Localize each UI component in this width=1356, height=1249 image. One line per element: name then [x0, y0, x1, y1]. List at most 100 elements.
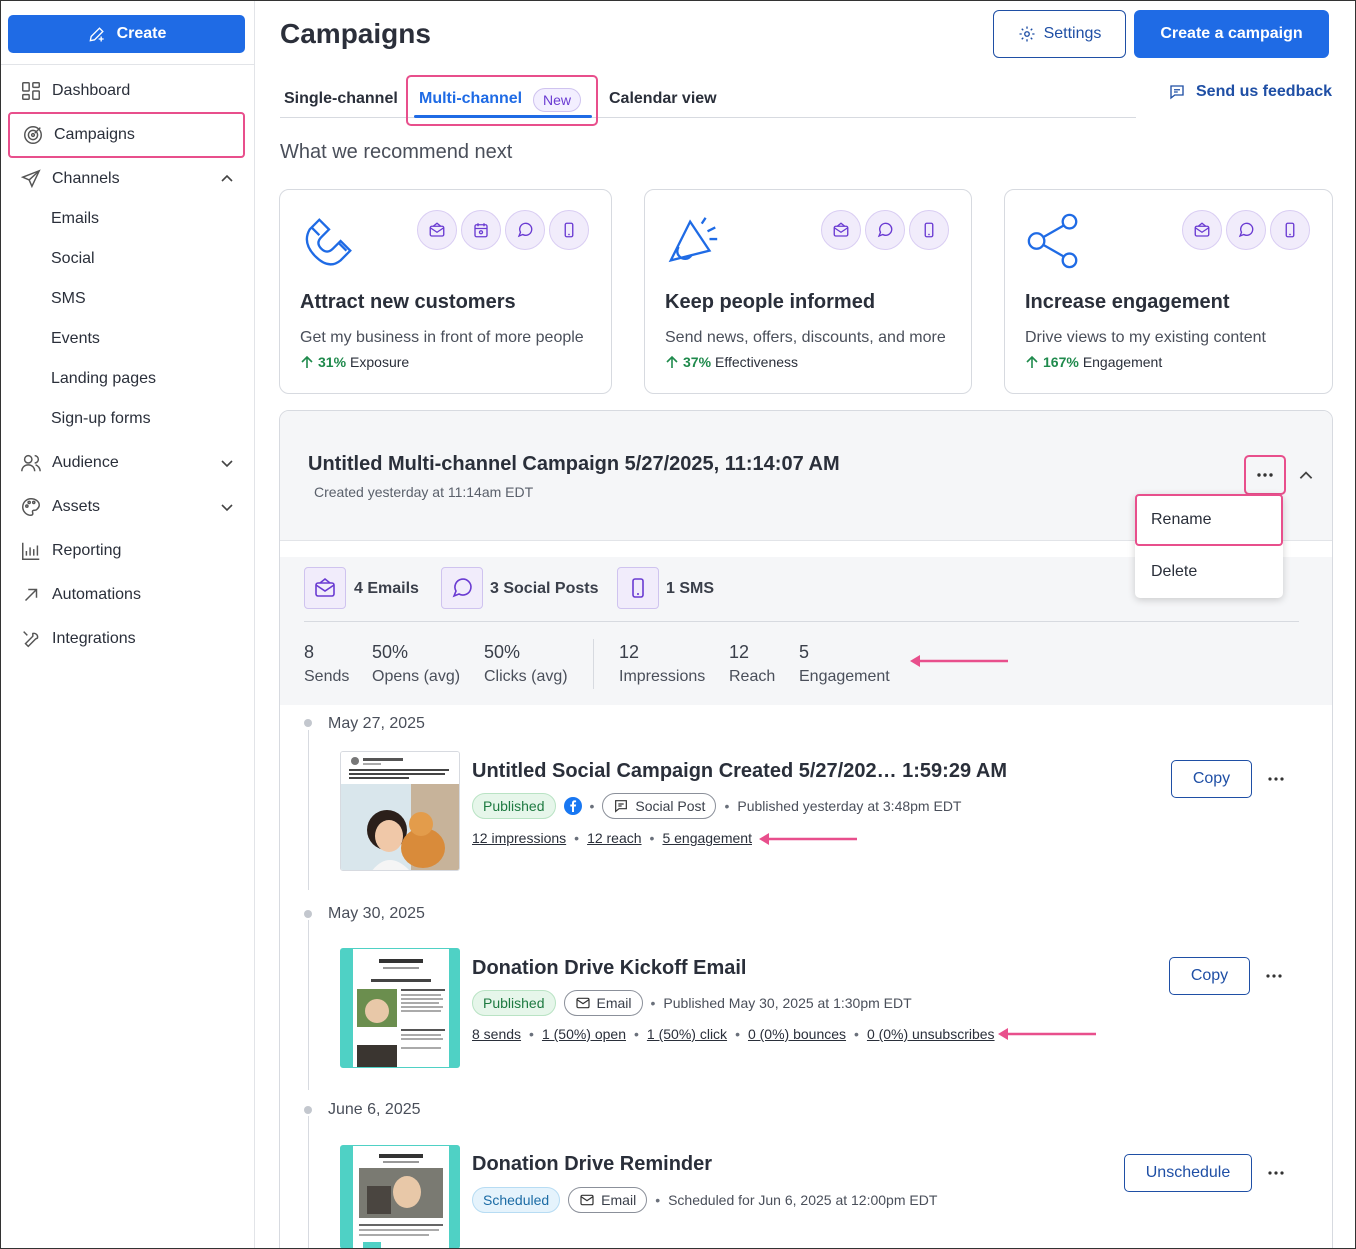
sidebar-subitem-sms[interactable]: SMS — [51, 290, 86, 307]
stat-link-bounces[interactable]: 0 (0%) bounces — [747, 1026, 847, 1042]
sidebar-item-automations[interactable]: Automations — [8, 575, 245, 615]
stat-link-sends[interactable]: 8 sends — [472, 1026, 522, 1042]
sidebar-item-assets[interactable]: Assets — [8, 487, 245, 527]
sidebar-item-reporting[interactable]: Reporting — [8, 531, 245, 571]
metric-label: Impressions — [619, 668, 706, 685]
social-post-thumbnail[interactable] — [340, 751, 460, 871]
sidebar-subitem-signup-forms[interactable]: Sign-up forms — [51, 410, 151, 427]
sidebar-item-audience[interactable]: Audience — [8, 443, 245, 483]
calendar-channel-icon — [461, 210, 501, 250]
envelope-icon — [580, 1194, 594, 1206]
wrench-icon — [20, 628, 42, 650]
tab-calendar-view[interactable]: Calendar view — [609, 90, 717, 107]
stat-value: 31% — [318, 354, 347, 370]
chevron-up-icon[interactable] — [1297, 467, 1315, 485]
sms-channel-icon — [617, 567, 659, 609]
sidebar-subitem-social[interactable]: Social — [51, 250, 95, 267]
campaign-more-button[interactable] — [1244, 455, 1286, 495]
create-campaign-button[interactable]: Create a campaign — [1134, 10, 1329, 58]
stat-value: 167% — [1043, 354, 1079, 370]
magnet-icon — [305, 218, 352, 266]
tab-single-channel[interactable]: Single-channel — [284, 90, 398, 107]
separator-dot: • — [854, 1026, 859, 1042]
sidebar-divider — [0, 64, 255, 65]
rename-menu-item[interactable]: Rename — [1135, 494, 1283, 546]
annotation-arrow — [910, 655, 1008, 667]
send-feedback-link[interactable]: Send us feedback — [1168, 83, 1332, 101]
social-channel-icon — [505, 210, 545, 250]
email-thumbnail[interactable] — [340, 948, 460, 1068]
settings-button[interactable]: Settings — [993, 10, 1126, 58]
rec-card-engagement[interactable]: Increase engagement Drive views to my ex… — [1004, 189, 1333, 394]
sms-channel-icon — [549, 210, 589, 250]
item-more-button[interactable] — [1264, 1161, 1288, 1185]
active-tab-indicator — [414, 115, 592, 118]
rec-card-stat: 31% Exposure — [300, 354, 409, 370]
tab-multi-channel[interactable]: Multi-channel — [419, 90, 523, 107]
item-more-button[interactable] — [1264, 767, 1288, 791]
stat-link-unsubscribes[interactable]: 0 (0%) unsubscribes — [866, 1026, 995, 1042]
bar-chart-icon — [20, 540, 42, 562]
item-meta: Scheduled Email • Scheduled for Jun 6, 2… — [472, 1187, 937, 1213]
sidebar-item-channels[interactable]: Channels — [8, 159, 245, 199]
separator-dot: • — [649, 830, 655, 846]
sidebar-item-label: Campaigns — [54, 126, 135, 143]
page-title: Campaigns — [280, 18, 431, 49]
metric-label: Engagement — [799, 668, 890, 685]
create-button[interactable]: Create — [8, 15, 245, 53]
metric-value: 5 — [799, 642, 810, 662]
separator-dot: • — [655, 1192, 661, 1208]
more-horizontal-icon — [1268, 777, 1284, 781]
sidebar-item-campaigns[interactable]: Campaigns — [8, 112, 245, 158]
metric-value: 8 — [304, 642, 315, 662]
stat-link-impressions[interactable]: 12 impressions — [472, 830, 567, 846]
rec-card-attract[interactable]: Attract new customers Get my business in… — [279, 189, 612, 394]
item-stats: 12 impressions • 12 reach • 5 engagement — [472, 830, 752, 846]
timeline-line — [308, 920, 309, 1090]
item-more-button[interactable] — [1262, 964, 1286, 988]
email-channel-icon — [304, 567, 346, 609]
chevron-down-icon — [221, 504, 233, 512]
metric-value: 50% — [372, 642, 409, 662]
item-title[interactable]: Donation Drive Reminder — [472, 1153, 713, 1175]
timeline-date: May 30, 2025 — [328, 905, 425, 922]
social-post-preview-image — [341, 752, 459, 870]
sidebar-item-integrations[interactable]: Integrations — [8, 619, 245, 659]
tabs-divider — [280, 117, 1136, 118]
item-title[interactable]: Donation Drive Kickoff Email — [472, 957, 747, 979]
sidebar-item-label: Automations — [52, 586, 141, 603]
send-icon — [20, 168, 42, 190]
sidebar-item-label: Audience — [52, 454, 119, 471]
copy-button[interactable]: Copy — [1171, 760, 1252, 798]
rec-card-inform[interactable]: Keep people informed Send news, offers, … — [644, 189, 972, 394]
type-chip: Email — [568, 1187, 648, 1213]
copy-button[interactable]: Copy — [1169, 957, 1250, 995]
email-channel-icon — [821, 210, 861, 250]
chat-icon — [1170, 85, 1184, 100]
sidebar-subitem-landing-pages[interactable]: Landing pages — [51, 370, 156, 387]
status-badge: Published — [472, 990, 556, 1016]
tab-highlight — [406, 75, 598, 126]
rec-card-stat: 167% Engagement — [1025, 354, 1162, 370]
sidebar-item-dashboard[interactable]: Dashboard — [8, 71, 245, 111]
megaphone-icon — [668, 217, 718, 263]
item-title[interactable]: Untitled Social Campaign Created 5/27/20… — [472, 760, 1007, 782]
unschedule-button[interactable]: Unschedule — [1124, 1154, 1252, 1192]
stat-link-opens[interactable]: 1 (50%) open — [541, 1026, 627, 1042]
email-thumbnail[interactable] — [340, 1145, 460, 1249]
channel-count-sms: 1 SMS — [666, 580, 715, 597]
stat-label: Effectiveness — [715, 354, 799, 370]
sidebar-item-label: Assets — [52, 498, 101, 515]
users-icon — [20, 452, 42, 474]
delete-menu-item[interactable]: Delete — [1151, 563, 1198, 580]
recommend-title: What we recommend next — [280, 141, 513, 163]
stat-link-engagement[interactable]: 5 engagement — [662, 830, 752, 846]
arrow-up-icon — [666, 355, 678, 368]
sidebar-subitem-events[interactable]: Events — [51, 330, 100, 347]
sidebar-subitem-emails[interactable]: Emails — [51, 210, 100, 227]
stat-link-clicks[interactable]: 1 (50%) click — [646, 1026, 728, 1042]
stat-link-reach[interactable]: 12 reach — [587, 830, 642, 846]
more-horizontal-icon — [1268, 1171, 1284, 1175]
timeline-dot — [304, 910, 312, 918]
timeline-line — [308, 1116, 309, 1249]
